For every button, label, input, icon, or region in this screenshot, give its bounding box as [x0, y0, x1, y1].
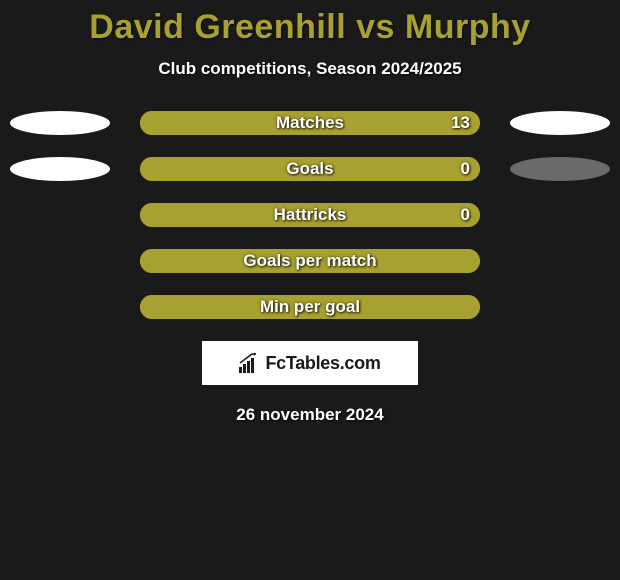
- player-right-marker: [510, 157, 610, 181]
- stat-row: Matches 13: [0, 111, 620, 135]
- stat-bar: Hattricks 0: [140, 203, 480, 227]
- stat-row: Goals per match: [0, 249, 620, 273]
- brand-chart-icon: [239, 353, 261, 373]
- stat-label: Goals: [286, 159, 333, 179]
- stat-row: Min per goal: [0, 295, 620, 319]
- stat-value: 13: [451, 113, 470, 133]
- stat-rows: Matches 13 Goals 0 Hattricks 0 Goals per match…: [0, 111, 620, 319]
- stat-label: Goals per match: [243, 251, 376, 271]
- brand-text: FcTables.com: [265, 353, 380, 374]
- stat-bar: Matches 13: [140, 111, 480, 135]
- stat-label: Min per goal: [260, 297, 360, 317]
- comparison-infographic: David Greenhill vs Murphy Club competiti…: [0, 0, 620, 425]
- stat-value: 0: [461, 159, 470, 179]
- stat-value: 0: [461, 205, 470, 225]
- subtitle: Club competitions, Season 2024/2025: [0, 59, 620, 79]
- stat-label: Hattricks: [274, 205, 347, 225]
- stat-bar: Min per goal: [140, 295, 480, 319]
- stat-row: Hattricks 0: [0, 203, 620, 227]
- stat-row: Goals 0: [0, 157, 620, 181]
- page-title: David Greenhill vs Murphy: [0, 8, 620, 47]
- player-left-marker: [10, 111, 110, 135]
- stat-label: Matches: [276, 113, 344, 133]
- stat-bar: Goals 0: [140, 157, 480, 181]
- brand-box: FcTables.com: [202, 341, 418, 385]
- date-text: 26 november 2024: [0, 405, 620, 425]
- player-right-marker: [510, 111, 610, 135]
- player-left-marker: [10, 157, 110, 181]
- stat-bar: Goals per match: [140, 249, 480, 273]
